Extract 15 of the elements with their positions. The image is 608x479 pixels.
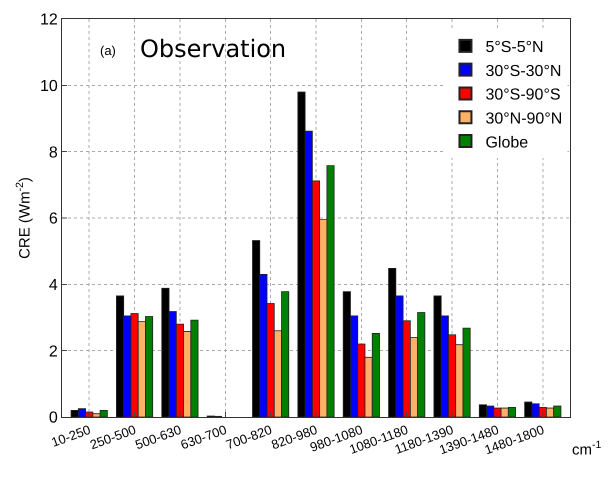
x-axis-title: cm$^{-1}$: [572, 439, 602, 458]
legend-label: 30°S-90°S: [485, 86, 561, 104]
y-tick-label: 2: [48, 343, 58, 360]
y-tick-label: 6: [48, 210, 58, 228]
legend-label: 30°N-90°N: [485, 110, 562, 128]
y-tick-label: 10: [40, 78, 58, 95]
legend-label: Globe: [485, 134, 528, 152]
legend-label: 5°S-5°N: [485, 39, 544, 56]
y-tick-label: 0: [48, 410, 58, 427]
legend-label: 30°S-30°N: [485, 62, 562, 80]
y-tick-label: 4: [48, 276, 58, 294]
y-tick-label: 8: [48, 144, 58, 162]
annotation: (a): [100, 43, 116, 58]
annotation: Observation: [140, 35, 286, 63]
y-tick-label: 12: [40, 12, 58, 29]
